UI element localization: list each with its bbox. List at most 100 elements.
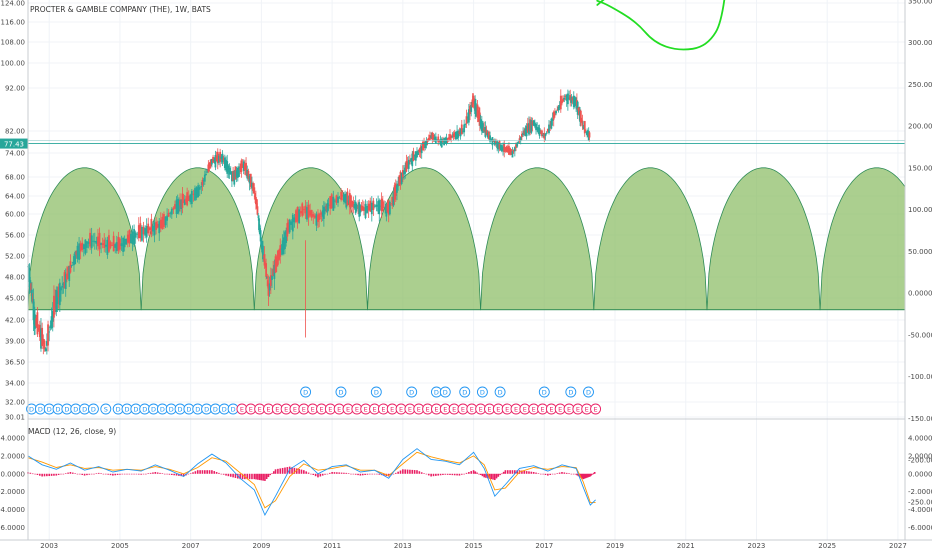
macd-histogram-bar: [326, 473, 329, 475]
candle-body: [480, 120, 483, 132]
macd-histogram-bar: [354, 473, 357, 475]
candle-body: [214, 155, 217, 168]
x-tick-label: 2009: [252, 542, 270, 550]
macd-histogram-bar: [251, 473, 253, 480]
macd-histogram-bar: [383, 473, 385, 476]
candle-body: [483, 127, 486, 131]
chart-title: PROCTER & GAMBLE COMPANY (THE), 1W, BATS: [30, 5, 211, 14]
price-tick-label: 45.00: [5, 295, 25, 303]
candle-body: [228, 167, 231, 175]
candle-body: [511, 151, 514, 158]
event-marker-17-label: D: [186, 405, 191, 413]
macd-histogram-bar: [449, 473, 451, 475]
candle-body: [406, 161, 409, 168]
event-marker-45-label: E: [434, 405, 438, 413]
macd-tick-label-left: -2.0000: [0, 488, 25, 496]
macd-histogram-bar: [589, 473, 592, 477]
candle-body: [401, 170, 404, 177]
candle-body: [37, 328, 40, 331]
macd-histogram-bar: [121, 473, 124, 475]
macd-histogram-bar: [269, 473, 272, 476]
candle-body: [407, 159, 410, 169]
macd-histogram-bar: [116, 473, 119, 475]
event-marker-49-label: E: [470, 405, 474, 413]
macd-histogram-bar: [402, 469, 404, 474]
candle-body: [50, 316, 53, 329]
price-tick-label: 124.00: [1, 0, 26, 8]
macd-histogram-bar: [192, 472, 194, 474]
macd-histogram-bar: [501, 473, 503, 475]
macd-histogram-bar: [232, 473, 234, 478]
macd-histogram-bar: [253, 473, 256, 480]
candle-body: [451, 136, 454, 138]
macd-histogram-bar: [479, 473, 482, 475]
candle-body: [405, 160, 408, 172]
macd-histogram-bar: [271, 473, 273, 474]
candle-body: [413, 155, 416, 157]
candle-body: [189, 194, 192, 203]
candle-body: [100, 242, 102, 246]
candle-body: [106, 239, 109, 255]
candle-body: [219, 151, 222, 162]
event-marker-28-label: E: [284, 405, 288, 413]
cycle-tick-label: -50.0000: [908, 331, 932, 339]
candle-body: [502, 146, 504, 151]
candle-body: [87, 241, 90, 244]
macd-histogram-bar: [194, 471, 197, 474]
candle-body: [545, 132, 548, 134]
event-marker-11-label: D: [133, 405, 138, 413]
event-marker-8-label: S: [104, 405, 108, 413]
cycle-tick-label: 300.0000: [908, 39, 932, 47]
candle-body: [281, 240, 284, 254]
cycle-tick-label: 50.0000: [908, 248, 932, 256]
macd-histogram-bar: [587, 473, 589, 478]
price-label-box: [0, 138, 28, 149]
x-tick-label: 2015: [465, 542, 483, 550]
macd-histogram-bar: [352, 473, 355, 475]
hand-drawn-projection[interactable]: [596, 0, 729, 51]
candle-body: [64, 274, 67, 290]
event-marker-6-label: D: [82, 405, 87, 413]
event-marker-58-label: E: [549, 405, 553, 413]
x-tick-label: 2019: [606, 542, 624, 550]
candle-body: [403, 170, 405, 175]
candle-body: [117, 236, 120, 251]
event-marker-upper-3-circle: [406, 386, 418, 398]
candle-body: [570, 96, 573, 103]
event-marker-54-label: E: [514, 405, 518, 413]
candle-body: [68, 265, 71, 281]
price-tick-label: 42.00: [5, 317, 25, 325]
event-marker-55-label: E: [523, 405, 527, 413]
macd-histogram-bar: [502, 471, 505, 474]
macd-histogram-bar: [255, 473, 257, 480]
macd-histogram-bar: [364, 473, 366, 475]
candle-body: [447, 137, 450, 139]
macd-histogram-bar: [470, 471, 473, 474]
candle-body: [508, 146, 510, 155]
candle-body: [467, 109, 470, 123]
candle-body: [416, 151, 418, 158]
macd-histogram-bar: [196, 470, 199, 474]
candle-body: [470, 104, 473, 112]
price-tick-label: 60.00: [5, 211, 25, 219]
candle-body: [484, 127, 487, 137]
event-marker-upper-5-label: D: [443, 388, 448, 396]
macd-histogram-bar: [504, 470, 507, 474]
price-tick-label: 64.00: [5, 193, 25, 201]
candle-body: [242, 161, 245, 171]
candle-body: [322, 206, 325, 219]
macd-tick-label-left: 2.0000: [1, 452, 26, 460]
event-marker-upper-7-label: D: [480, 388, 485, 396]
candle-body: [164, 216, 167, 226]
macd-histogram-bar: [90, 473, 93, 475]
candle-body: [53, 295, 55, 318]
macd-histogram-bar: [189, 473, 192, 474]
cycle-tick-label: -150.0000: [908, 415, 932, 423]
candle-body: [285, 230, 288, 243]
price-tick-label: 92.00: [5, 85, 25, 93]
candle-body: [296, 206, 299, 222]
candle-body: [458, 131, 461, 134]
macd-histogram-bar: [260, 473, 263, 481]
